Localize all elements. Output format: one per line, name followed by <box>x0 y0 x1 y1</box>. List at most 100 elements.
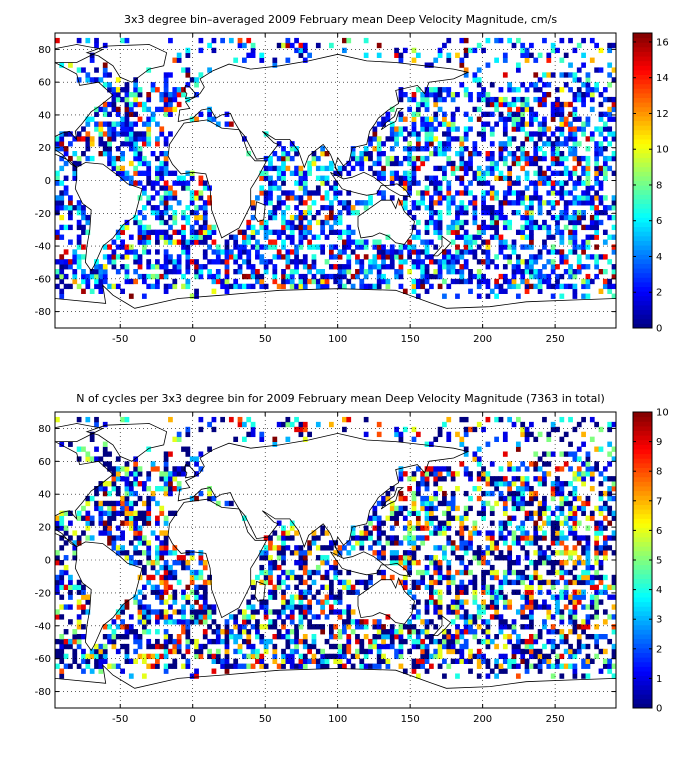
heatmap-cell <box>68 214 73 221</box>
heatmap-cell <box>281 273 286 280</box>
heatmap-cell <box>211 47 217 54</box>
heatmap-cell <box>76 446 82 452</box>
heatmap-cell <box>107 540 112 546</box>
heatmap-cell <box>328 634 334 640</box>
heatmap-cell <box>463 259 469 265</box>
heatmap-cell <box>455 648 460 655</box>
heatmap-cell <box>294 624 299 630</box>
heatmap-cell <box>385 663 391 669</box>
heatmap-cell <box>424 116 430 122</box>
heatmap-cell <box>81 609 86 615</box>
colorbar-segment <box>633 60 652 66</box>
heatmap-cell <box>133 490 139 497</box>
heatmap-cell <box>155 584 160 590</box>
heatmap-cell <box>72 653 78 660</box>
heatmap-cell <box>107 530 112 536</box>
heatmap-cell <box>459 146 465 152</box>
heatmap-cell <box>594 87 600 93</box>
heatmap-cell <box>68 200 73 206</box>
heatmap-cell <box>468 530 473 536</box>
heatmap-cell <box>76 634 82 640</box>
heatmap-cell <box>411 643 417 650</box>
heatmap-cell <box>502 500 508 507</box>
heatmap-cell <box>155 614 160 620</box>
heatmap-cell <box>524 481 530 487</box>
heatmap-cell <box>524 47 530 54</box>
heatmap-cell <box>98 505 104 512</box>
heatmap-cell <box>511 505 517 512</box>
heatmap-cell <box>155 466 160 472</box>
heatmap-cell <box>333 185 339 191</box>
heatmap-cell <box>120 224 125 231</box>
heatmap-cell <box>285 151 291 157</box>
heatmap-cell <box>572 476 578 482</box>
heatmap-cell <box>150 273 156 280</box>
heatmap-cell <box>276 520 282 526</box>
heatmap-cell <box>598 47 604 54</box>
heatmap-cell <box>402 579 408 586</box>
heatmap-cell <box>111 283 117 290</box>
heatmap-cell <box>359 151 365 157</box>
colorbar-segment <box>633 272 652 278</box>
heatmap-cell <box>442 490 447 497</box>
heatmap-cell <box>302 190 308 196</box>
heatmap-cell <box>502 525 508 531</box>
heatmap-cell <box>481 638 486 645</box>
heatmap-cell <box>72 634 78 640</box>
heatmap-cell <box>146 136 152 142</box>
heatmap-cell <box>572 293 578 299</box>
heatmap-cell <box>546 165 552 172</box>
heatmap-cell <box>581 249 586 255</box>
heatmap-cell <box>442 264 447 270</box>
heatmap-cell <box>576 471 582 477</box>
heatmap-cell <box>546 190 552 196</box>
heatmap-cell <box>376 160 382 167</box>
heatmap-cell <box>72 638 78 645</box>
heatmap-cell <box>272 634 278 640</box>
heatmap-cell <box>450 92 456 98</box>
colorbar-segment <box>633 291 652 297</box>
heatmap-cell <box>55 648 60 655</box>
heatmap-cell <box>515 535 521 541</box>
heatmap-cell <box>481 126 486 132</box>
heatmap-cell <box>415 515 421 521</box>
heatmap-cell <box>194 293 199 299</box>
heatmap-cell <box>576 624 582 630</box>
heatmap-cell <box>507 530 513 536</box>
heatmap-cell <box>459 545 465 551</box>
heatmap-cell <box>333 278 339 285</box>
heatmap-cell <box>420 481 426 487</box>
heatmap-cell <box>176 254 182 260</box>
heatmap-cell <box>550 579 556 586</box>
heatmap-cell <box>328 264 334 270</box>
heatmap-cell <box>98 136 104 142</box>
heatmap-cell <box>594 175 600 181</box>
heatmap-cell <box>485 545 491 551</box>
heatmap-cell <box>485 471 491 477</box>
heatmap-cell <box>572 210 578 216</box>
heatmap-cell <box>433 476 439 482</box>
heatmap-cell <box>381 530 386 536</box>
heatmap-cell <box>437 195 443 201</box>
heatmap-cell <box>437 426 443 433</box>
heatmap-cell <box>81 446 86 452</box>
heatmap-cell <box>533 72 539 78</box>
heatmap-cell <box>450 638 456 645</box>
heatmap-cell <box>372 239 378 245</box>
heatmap-cell <box>424 96 430 103</box>
heatmap-cell <box>572 273 578 280</box>
heatmap-cell <box>446 131 452 137</box>
heatmap-cell <box>502 175 508 181</box>
heatmap-cell <box>202 180 208 186</box>
heatmap-cell <box>489 564 495 571</box>
heatmap-cell <box>437 609 443 615</box>
colorbar-tick-label: 10 <box>656 145 669 156</box>
heatmap-cell <box>520 52 526 58</box>
heatmap-cell <box>302 634 308 640</box>
heatmap-cell <box>524 574 530 581</box>
heatmap-cell <box>115 269 121 275</box>
heatmap-cell <box>320 219 326 226</box>
heatmap-cell <box>585 155 591 162</box>
heatmap-cell <box>111 643 117 650</box>
heatmap-cell <box>602 165 608 172</box>
